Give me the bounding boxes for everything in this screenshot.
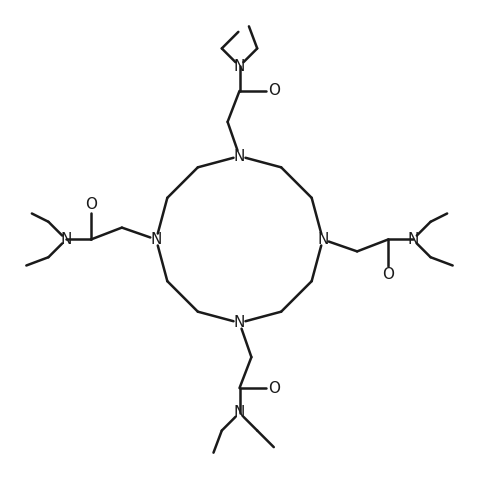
Text: O: O: [268, 381, 280, 396]
Text: N: N: [60, 232, 72, 247]
Text: N: N: [234, 148, 245, 164]
Text: N: N: [150, 232, 162, 247]
Text: N: N: [317, 232, 329, 247]
Text: O: O: [85, 197, 97, 212]
Text: N: N: [234, 405, 245, 421]
Text: N: N: [234, 315, 245, 331]
Text: O: O: [268, 83, 280, 98]
Text: O: O: [382, 267, 394, 282]
Text: N: N: [407, 232, 419, 247]
Text: N: N: [234, 58, 245, 74]
